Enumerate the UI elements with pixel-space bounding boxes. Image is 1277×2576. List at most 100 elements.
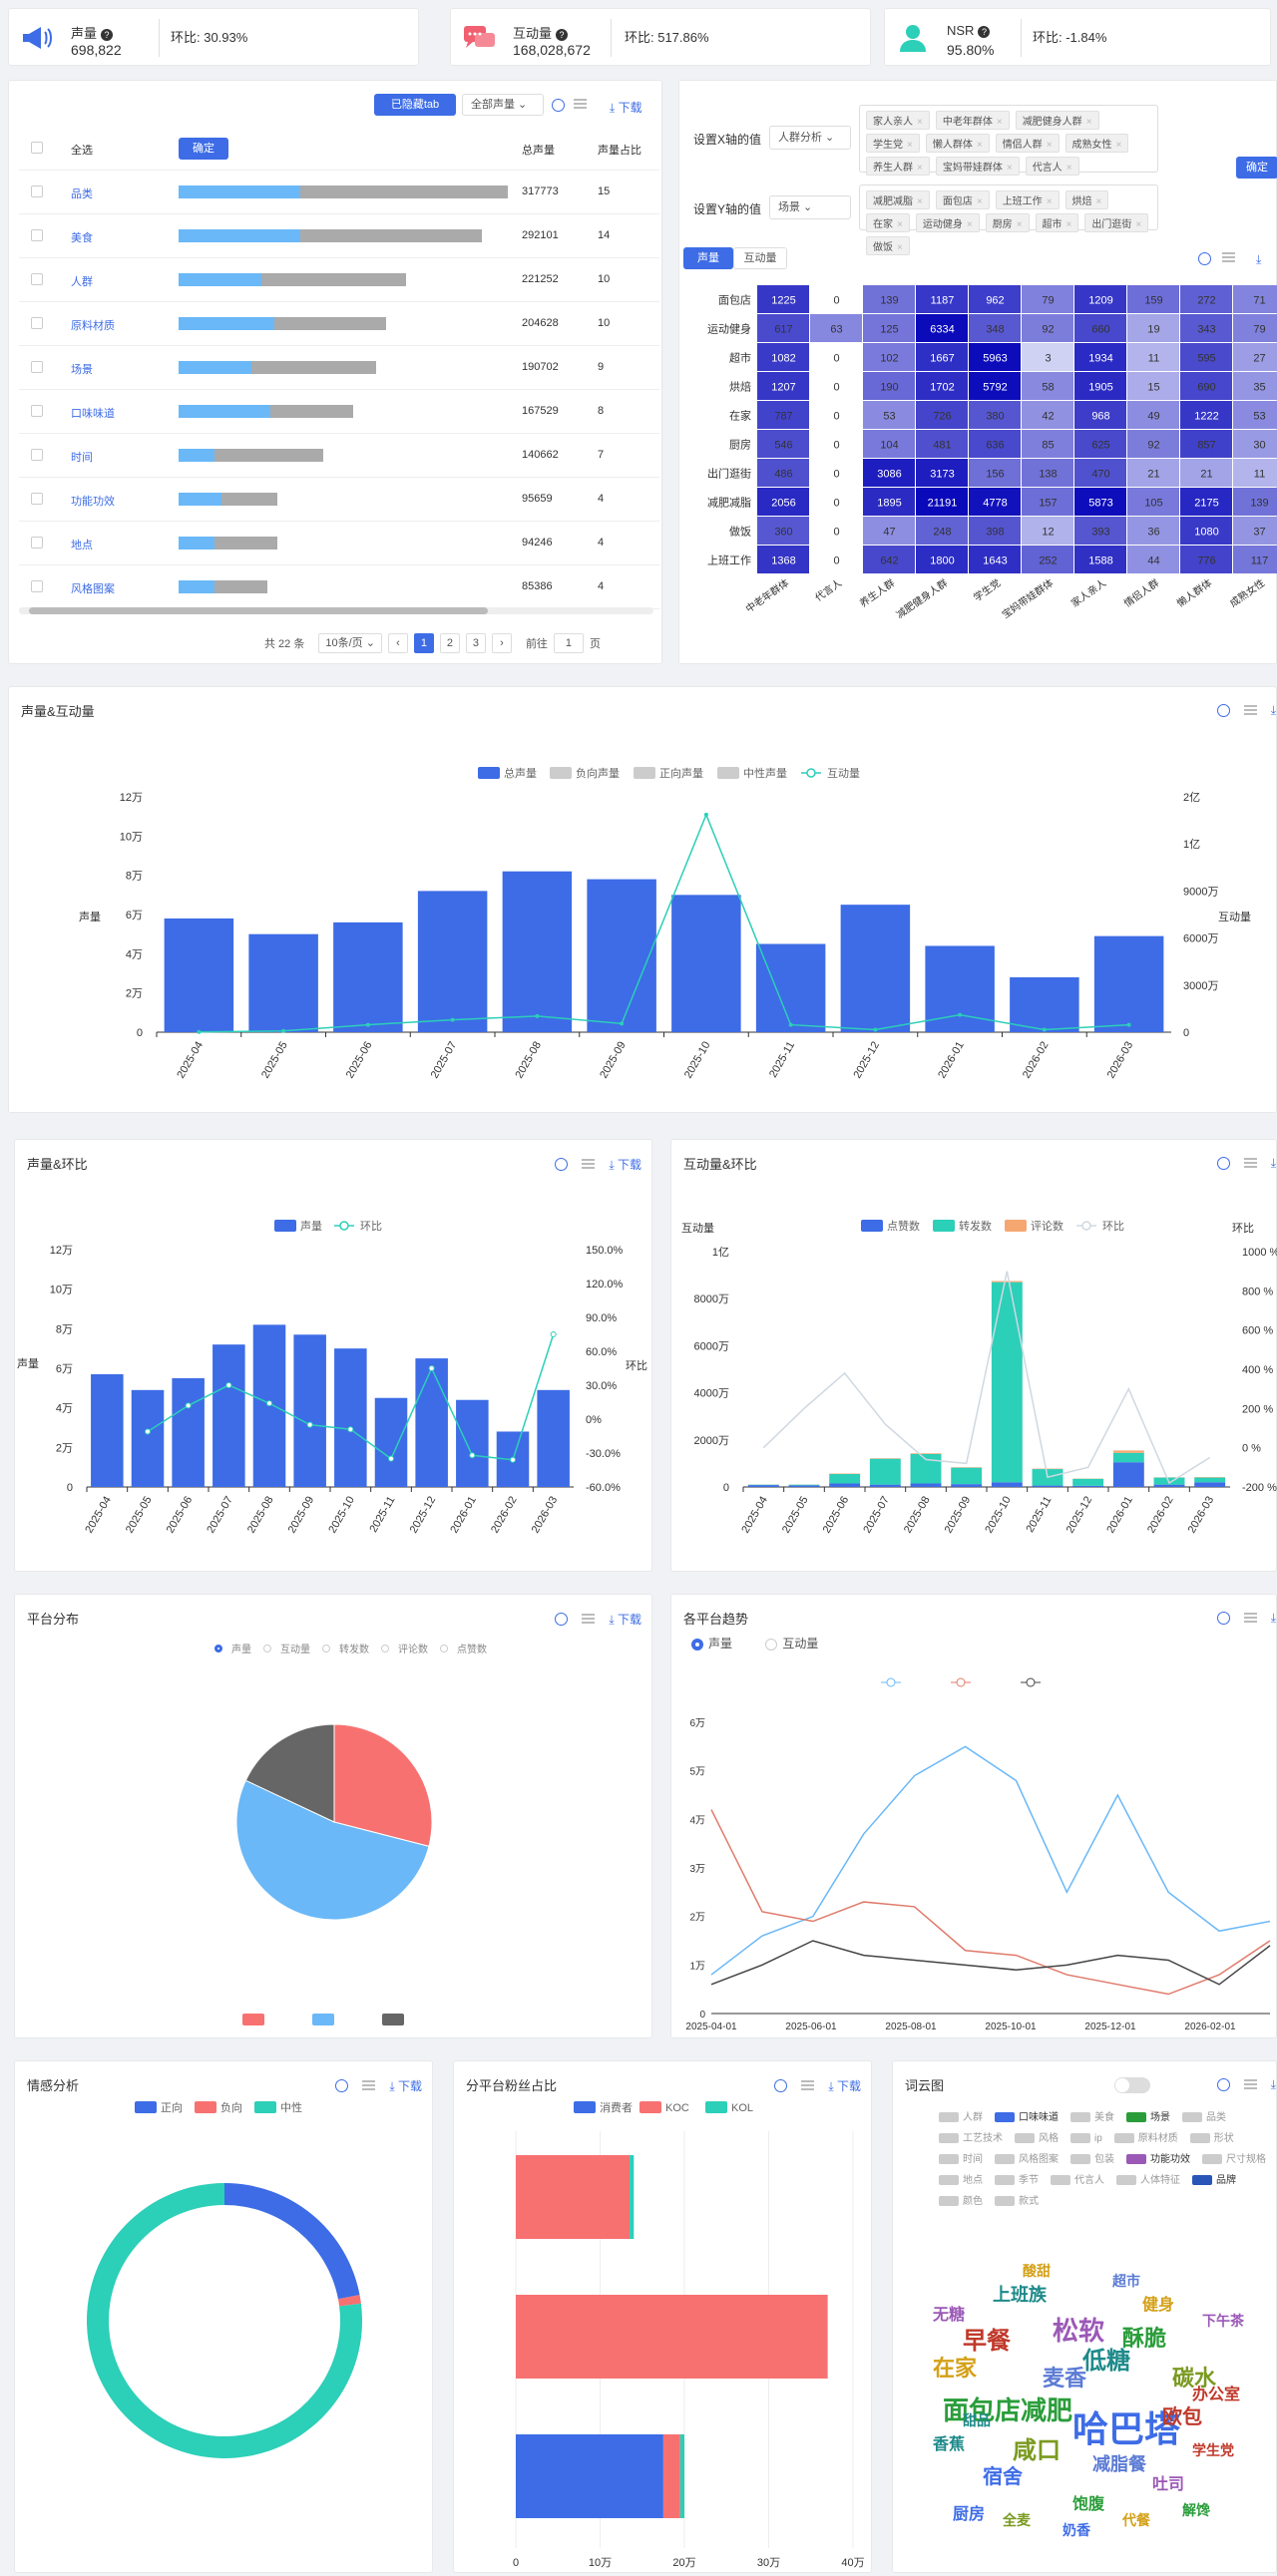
- x-tag[interactable]: 懒人群体: [925, 134, 990, 153]
- download-button[interactable]: ⤓ 下载: [609, 1613, 641, 1627]
- wordcloud-tag[interactable]: 尺寸规格: [1202, 2150, 1266, 2165]
- x-tag[interactable]: 代言人: [1025, 157, 1079, 176]
- download-button[interactable]: ⤓ 下载: [389, 2079, 422, 2093]
- x-tag[interactable]: 中老年群体: [935, 111, 1010, 130]
- y-tag[interactable]: 面包店: [935, 190, 990, 209]
- clock-icon[interactable]: [1216, 704, 1230, 717]
- help-icon[interactable]: ?: [978, 25, 991, 38]
- page-3[interactable]: 3: [465, 633, 486, 653]
- wordcloud-tag[interactable]: 形状: [1189, 2129, 1234, 2144]
- download-icon[interactable]: ⤓: [1270, 1611, 1276, 1625]
- tab-voice[interactable]: 声量: [683, 247, 733, 269]
- horizontal-scrollbar[interactable]: [19, 607, 653, 614]
- y-tag[interactable]: 减肥减脂: [866, 190, 930, 209]
- download-button[interactable]: ⤓ 下载: [828, 2079, 861, 2093]
- wordcloud-tag[interactable]: 人群: [939, 2108, 983, 2123]
- word[interactable]: 超市: [1112, 2273, 1140, 2289]
- cross-confirm-button[interactable]: 确定: [1236, 157, 1277, 179]
- row-checkbox[interactable]: [31, 493, 43, 505]
- help-icon[interactable]: ?: [556, 28, 569, 41]
- select-all-checkbox[interactable]: [31, 142, 43, 154]
- row-checkbox[interactable]: [31, 185, 43, 197]
- y-tag[interactable]: 超市: [1035, 213, 1079, 232]
- row-checkbox[interactable]: [31, 229, 43, 241]
- word[interactable]: 解馋: [1182, 2502, 1210, 2518]
- row-checkbox[interactable]: [31, 580, 43, 592]
- download-button[interactable]: ⤓ 下载: [609, 1158, 641, 1172]
- word[interactable]: 厨房: [953, 2506, 986, 2523]
- row-checkbox[interactable]: [31, 537, 43, 549]
- word[interactable]: 宿舍: [983, 2466, 1023, 2488]
- table-view-icon[interactable]: [1243, 1612, 1257, 1625]
- prev-page-button[interactable]: ‹: [387, 633, 408, 653]
- trend-radio-group[interactable]: 声量 互动量: [691, 1635, 818, 1652]
- help-icon[interactable]: ?: [101, 28, 114, 41]
- word[interactable]: 欧包: [1162, 2406, 1202, 2428]
- y-tag[interactable]: 出门逛街: [1084, 213, 1149, 232]
- clock-icon[interactable]: [555, 1158, 569, 1171]
- hidden-tab-button[interactable]: 已隐藏tab: [374, 94, 456, 116]
- x-tag[interactable]: 情侣人群: [995, 134, 1060, 153]
- download-button[interactable]: ⤓ 下载: [610, 101, 642, 115]
- x-tags-box[interactable]: 家人亲人中老年群体减肥健身人群学生党懒人群体情侣人群成熟女性养生人群宝妈带娃群体…: [859, 105, 1158, 176]
- table-view-icon[interactable]: [582, 1613, 596, 1626]
- y-tag[interactable]: 运动健身: [915, 213, 980, 232]
- wordcloud-tag[interactable]: 功能功效: [1126, 2150, 1190, 2165]
- row-checkbox[interactable]: [31, 361, 43, 373]
- wordcloud-tag[interactable]: 品牌: [1192, 2171, 1236, 2186]
- row-label[interactable]: 原料材质: [71, 320, 115, 332]
- table-view-icon[interactable]: [801, 2079, 815, 2092]
- metric-radio[interactable]: [440, 1644, 448, 1653]
- word[interactable]: 麦香: [1043, 2366, 1087, 2391]
- x-tag[interactable]: 家人亲人: [866, 111, 930, 130]
- row-checkbox[interactable]: [31, 317, 43, 329]
- table-view-icon[interactable]: [1243, 704, 1257, 717]
- table-view-icon[interactable]: [1222, 252, 1235, 264]
- wordcloud-tag[interactable]: 包装: [1070, 2150, 1114, 2165]
- word[interactable]: 健身: [1142, 2297, 1175, 2314]
- row-label[interactable]: 口味味道: [71, 408, 115, 420]
- word[interactable]: 酥脆: [1122, 2326, 1167, 2351]
- wordcloud-tag[interactable]: 款式: [995, 2192, 1039, 2207]
- wordcloud-tag[interactable]: ip: [1070, 2133, 1102, 2144]
- table-view-icon[interactable]: [362, 2079, 376, 2092]
- clock-icon[interactable]: [552, 99, 565, 112]
- table-view-icon[interactable]: [582, 1158, 596, 1171]
- metric-radio-group[interactable]: 声量 互动量 转发数 评论数 点赞数: [214, 1641, 487, 1656]
- word[interactable]: 全麦: [1003, 2512, 1031, 2528]
- row-label[interactable]: 风格图案: [71, 583, 115, 595]
- word[interactable]: 下午茶: [1202, 2313, 1244, 2329]
- metric-radio[interactable]: [322, 1644, 330, 1653]
- x-tag[interactable]: 减肥健身人群: [1015, 111, 1099, 130]
- x-tag[interactable]: 成熟女性: [1064, 134, 1129, 153]
- wordcloud-tag[interactable]: 口味味道: [995, 2108, 1059, 2123]
- wordcloud-tag[interactable]: 原料材质: [1113, 2129, 1178, 2144]
- y-tag[interactable]: 做饭: [866, 236, 910, 255]
- row-label[interactable]: 品类: [71, 188, 93, 200]
- download-icon[interactable]: ⤓: [1256, 252, 1262, 266]
- word[interactable]: 饱腹: [1072, 2496, 1105, 2513]
- table-view-icon[interactable]: [1243, 1157, 1257, 1170]
- x-tag[interactable]: 养生人群: [866, 157, 930, 176]
- clock-icon[interactable]: [1216, 2078, 1230, 2091]
- word[interactable]: 碳水: [1172, 2366, 1217, 2391]
- word[interactable]: 哈巴塔: [1072, 2408, 1181, 2449]
- y-tag[interactable]: 烘焙: [1064, 190, 1109, 209]
- word[interactable]: 松软: [1053, 2316, 1105, 2346]
- y-axis-select[interactable]: 场景 ⌄: [769, 195, 851, 219]
- wordcloud-tag[interactable]: 风格: [1015, 2129, 1059, 2144]
- wordcloud-tag[interactable]: 人体特征: [1116, 2171, 1180, 2186]
- page-1[interactable]: 1: [413, 633, 434, 653]
- download-icon[interactable]: ⤓: [1270, 2077, 1276, 2091]
- wordcloud-filter-tags[interactable]: 人群 口味味道 美食 场景 品类工艺技术 风格 ip 原料材质 形状时间 风格图案 包装 功能功效 尺寸…: [933, 2105, 1272, 2210]
- metric-radio[interactable]: [214, 1644, 222, 1653]
- row-label[interactable]: 地点: [71, 540, 93, 552]
- word[interactable]: 无糖: [933, 2307, 966, 2324]
- x-tag[interactable]: 宝妈带娃群体: [935, 157, 1020, 176]
- clock-icon[interactable]: [1216, 1157, 1230, 1170]
- clock-icon[interactable]: [1198, 252, 1211, 265]
- wordcloud-tag[interactable]: 代言人: [1051, 2171, 1104, 2186]
- word[interactable]: 酸甜: [1023, 2263, 1051, 2279]
- toggle-switch[interactable]: [1114, 2077, 1150, 2093]
- row-checkbox[interactable]: [31, 449, 43, 461]
